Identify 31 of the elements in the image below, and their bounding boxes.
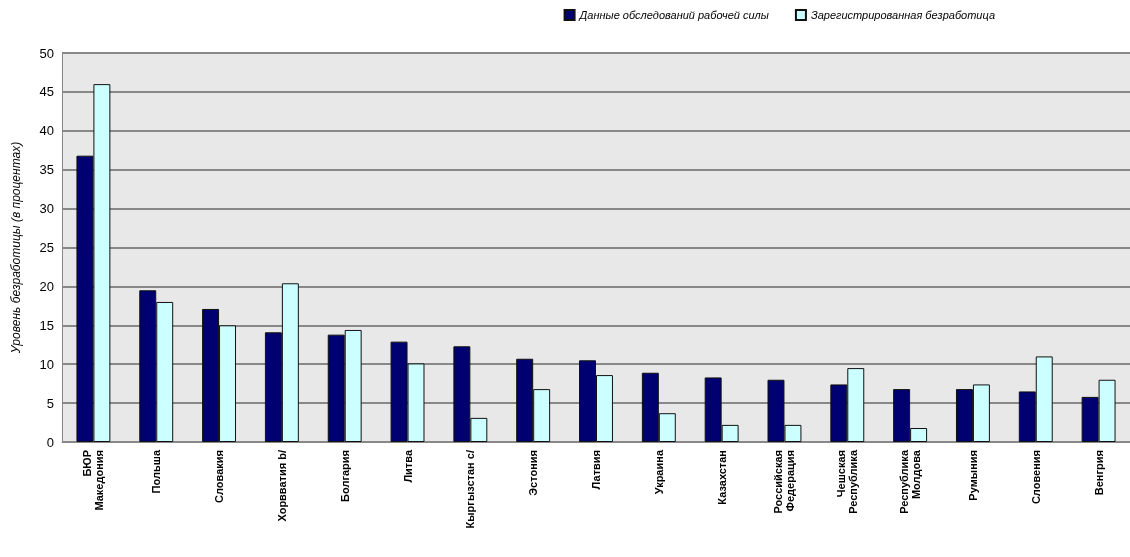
x-tick-label: Румыния [966,450,979,501]
x-tick-label: Эстония [527,450,540,496]
y-tick-label: 50 [39,45,54,61]
x-tick-label: Российская Федерация [772,450,797,514]
y-tick-label: 15 [39,317,54,333]
x-tick-label: Кыргызстан c/ [464,450,477,529]
x-tick-label: Словакия [213,450,226,503]
x-tick-label: Республика Молдова [898,449,923,514]
x-tick-label: Словения [1029,450,1042,505]
y-tick-label: 40 [39,123,54,139]
x-tick-label: Латвия [590,450,602,490]
x-tick-label: Хорвватия b/ [275,450,288,522]
legend-label: Данные обследований рабочей силы [577,9,769,21]
y-tick-label: 35 [39,162,54,178]
y-tick-label: 45 [39,84,54,100]
x-tick-label: Литва [401,449,414,483]
y-tick-label: 0 [46,434,54,450]
x-tick-label: Венгрия [1092,450,1105,496]
y-tick-label: 10 [39,356,54,372]
x-tick-label: Украина [652,449,665,495]
x-tick-label: Казахстан [715,450,728,505]
x-tick-label: Чешская Республика [835,449,860,514]
x-tick-label: Болгария [338,450,351,502]
legend-label: Зарегистрированная безработица [810,9,995,21]
x-tick-label: БЮР Македония [81,450,106,511]
y-axis-title: Уровень безработицы (в процентах) [9,141,23,355]
x-tick-label: Польша [150,449,163,494]
y-tick-label: 20 [39,278,54,294]
y-tick-label: 25 [39,240,54,255]
y-tick-label: 5 [46,395,54,411]
y-tick-label: 30 [39,201,54,217]
